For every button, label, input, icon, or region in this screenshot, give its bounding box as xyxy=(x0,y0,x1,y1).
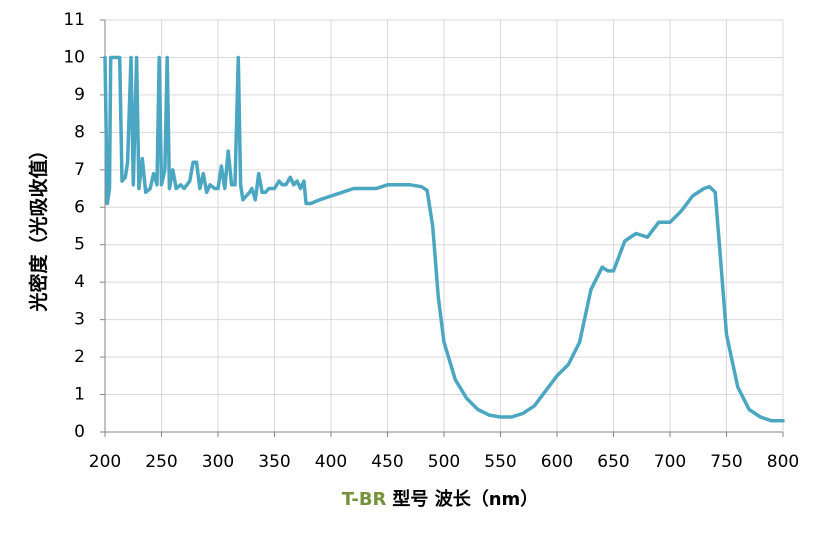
x-tick-label: 200 xyxy=(89,452,121,472)
x-label-part: T-BR xyxy=(342,489,387,510)
y-tick-label: 6 xyxy=(74,197,85,217)
y-tick-label: 2 xyxy=(74,347,85,367)
y-tick-label: 9 xyxy=(74,85,85,105)
x-tick-label: 600 xyxy=(541,452,573,472)
x-tick-label: 650 xyxy=(597,452,629,472)
x-tick-label: 300 xyxy=(202,452,234,472)
y-tick-label: 1 xyxy=(74,385,85,405)
y-tick-label: 4 xyxy=(74,272,85,292)
x-tick-label: 700 xyxy=(654,452,686,472)
y-tick-label: 3 xyxy=(74,310,85,330)
x-tick-label: 500 xyxy=(428,452,460,472)
x-tick-label: 550 xyxy=(484,452,516,472)
y-tick-label: 10 xyxy=(63,47,85,67)
x-tick-label: 350 xyxy=(258,452,290,472)
x-tick-label: 400 xyxy=(315,452,347,472)
x-axis-label: T-BR 型号 波长（nm） xyxy=(342,488,539,510)
y-tick-label: 5 xyxy=(74,235,85,255)
x-tick-label: 800 xyxy=(767,452,799,472)
x-tick-label: 750 xyxy=(710,452,742,472)
x-label-part: 型号 波长（nm） xyxy=(392,488,538,510)
y-tick-label: 0 xyxy=(74,422,85,442)
data-line xyxy=(103,55,785,423)
y-tick-label: 11 xyxy=(63,10,85,30)
y-tick-label: 8 xyxy=(74,122,85,142)
y-tick-label: 7 xyxy=(74,160,85,180)
x-tick-label: 450 xyxy=(371,452,403,472)
x-tick-label: 250 xyxy=(145,452,177,472)
y-axis-label: 光密度（光吸收值） xyxy=(27,140,50,312)
